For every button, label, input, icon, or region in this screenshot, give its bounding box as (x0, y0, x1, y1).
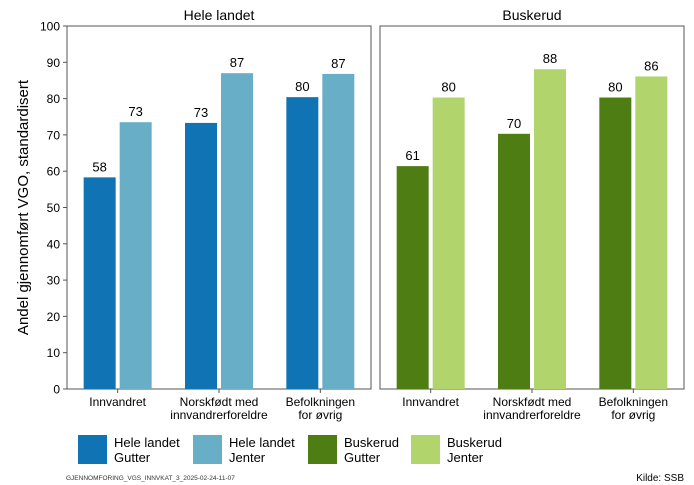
data-label: 70 (507, 116, 521, 131)
x-tick-label-line: innvandrerforeldre (170, 408, 268, 422)
bar (221, 73, 253, 389)
x-tick-label: Innvandret (89, 395, 146, 409)
legend-label: Hele landet Jenter (229, 435, 295, 465)
x-tick-label-line: Norskfødt med (493, 395, 572, 409)
bar (432, 97, 465, 390)
y-tick-label: 90 (47, 56, 61, 70)
data-label: 86 (644, 58, 658, 73)
y-tick-label: 100 (40, 20, 60, 34)
panel-strip (380, 5, 684, 26)
legend-item: Hele landet Jenter (193, 435, 295, 465)
x-tick-label-line: innvandrerforeldre (483, 408, 581, 422)
data-label: 87 (331, 56, 345, 71)
legend-swatch (78, 435, 107, 464)
x-tick-label-line: Norskfødt med (180, 395, 259, 409)
data-label: 87 (230, 55, 244, 70)
data-label: 58 (92, 159, 106, 174)
legend-label-line: Buskerud (447, 435, 502, 450)
x-tick-label-line: Innvandret (89, 395, 146, 409)
y-tick-label: 80 (47, 92, 61, 106)
legend-label-line: Buskerud (344, 435, 399, 450)
data-label: 80 (608, 80, 622, 95)
legend-label: Hele landet Gutter (114, 435, 180, 465)
x-tick-label-line: Befolkningen (599, 395, 668, 409)
bar (498, 133, 530, 389)
data-label: 80 (295, 79, 309, 94)
x-tick-label: Befolkningen for øvrig (599, 395, 668, 422)
panel-title: Buskerud (502, 7, 561, 23)
bar (396, 166, 429, 389)
panel-1: Hele landet Innvandret 58 73 Norskfødt med in… (66, 5, 372, 422)
legend-label-line: Hele landet (229, 435, 295, 450)
panel-2: Buskerud Innvandret 61 80 Norskfødt med innva… (379, 5, 685, 422)
legend-label: Buskerud Gutter (344, 435, 399, 465)
y-tick-label: 30 (47, 274, 61, 288)
legend-swatch (411, 435, 440, 464)
x-tick-label: Befolkningen for øvrig (286, 395, 355, 422)
bar (635, 76, 668, 389)
bar (185, 122, 217, 390)
legend-swatch (193, 435, 222, 464)
y-tick-label: 0 (53, 383, 60, 397)
x-tick-label: Norskfødt med innvandrerforeldre (483, 395, 581, 422)
bar (322, 73, 355, 389)
data-label: 61 (405, 148, 419, 163)
legend-label-line: Hele landet (114, 435, 180, 450)
bar (83, 177, 116, 389)
y-tick-label: 10 (47, 346, 61, 360)
y-axis-title: Andel gjennomført VGO, standardisert (15, 79, 32, 335)
legend-label-line: Gutter (114, 450, 151, 465)
bar (534, 69, 566, 390)
y-tick-label: 70 (47, 128, 61, 142)
legend-item: Hele landet Gutter (78, 435, 180, 465)
data-label: 73 (194, 105, 208, 120)
footer-id: GJENNOMFORING_VGS_INNVKAT_3_2025-02-24-1… (66, 475, 235, 482)
data-label: 88 (543, 51, 557, 66)
legend-label-line: Jenter (447, 450, 484, 465)
x-tick-label-line: for øvrig (298, 408, 342, 422)
legend-item: Buskerud Gutter (308, 435, 399, 465)
panel-title: Hele landet (184, 7, 255, 23)
x-tick-label-line: Innvandret (402, 395, 459, 409)
y-tick-label: 40 (47, 237, 61, 251)
legend-label-line: Gutter (344, 450, 381, 465)
y-tick-label: 20 (47, 310, 61, 324)
legend-label: Buskerud Jenter (447, 435, 502, 465)
bar (599, 97, 632, 390)
x-tick-label-line: Befolkningen (286, 395, 355, 409)
x-tick-label: Norskfødt med innvandrerforeldre (170, 395, 268, 422)
bar (286, 97, 319, 389)
data-label: 80 (441, 80, 455, 95)
y-tick-label: 60 (47, 165, 61, 179)
legend-label-line: Jenter (229, 450, 266, 465)
source-label: Kilde: SSB (636, 473, 684, 484)
x-tick-label: Innvandret (402, 395, 459, 409)
data-label: 73 (128, 104, 142, 119)
legend-swatch (308, 435, 337, 464)
y-tick-label: 50 (47, 201, 61, 215)
bar (119, 122, 152, 389)
x-tick-label-line: for øvrig (611, 408, 655, 422)
panel-strip (67, 5, 371, 26)
legend-item: Buskerud Jenter (411, 435, 502, 465)
y-axis: Andel gjennomført VGO, standardisert 0 10 2… (15, 20, 67, 397)
